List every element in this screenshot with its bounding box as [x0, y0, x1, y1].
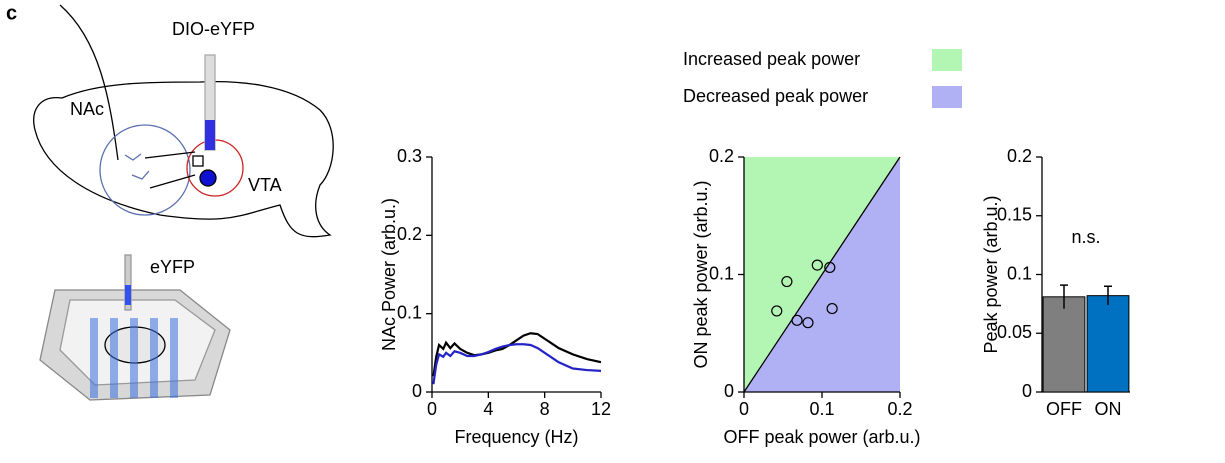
y-tick-label: 0.05: [997, 322, 1032, 342]
legend-swatch: [932, 49, 962, 71]
light-bars: [90, 318, 178, 398]
y-tick-label: 0.3: [397, 146, 422, 166]
line-series: [432, 343, 602, 385]
light: [205, 120, 215, 150]
y-axis-label: NAc Power (arb.u.): [379, 198, 399, 351]
x-axis-label: Frequency (Hz): [454, 427, 578, 447]
nac-region: [99, 124, 191, 216]
injection: [199, 169, 217, 187]
y-tick-label: 0.1: [709, 263, 734, 283]
x-tick-label: ON: [1095, 399, 1122, 419]
x-tick-label: 8: [540, 399, 550, 419]
region-label: VTA: [248, 175, 282, 195]
x-tick-label: OFF: [1046, 399, 1082, 419]
error-bar: [1104, 285, 1112, 306]
x-tick-label: 12: [591, 399, 611, 419]
point: [771, 305, 783, 317]
y-tick-label: 0.2: [397, 224, 422, 244]
y-tick-label: 0: [724, 381, 734, 401]
x-axis-label: OFF peak power (arb.u.): [723, 427, 920, 447]
point: [811, 259, 823, 271]
legend-swatch: [932, 86, 962, 108]
legend-label: Increased peak power: [683, 49, 860, 69]
x-tick-label: 0: [427, 399, 437, 419]
x-tick-label: 4: [483, 399, 493, 419]
x-tick-label: 0: [739, 399, 749, 419]
schematic: [33, 4, 334, 401]
identity-line: [743, 156, 901, 393]
legend-label: Decreased peak power: [683, 86, 868, 106]
bar: [1042, 296, 1086, 393]
bar: [1086, 295, 1130, 393]
y-tick-label: 0.2: [1007, 146, 1032, 166]
projection: [144, 151, 196, 189]
panel-label: c: [6, 2, 17, 24]
y-tick-label: 0.15: [997, 205, 1032, 225]
region-label: NAc: [70, 99, 104, 119]
point: [824, 261, 836, 274]
probe-label: DIO-eYFP: [172, 19, 255, 39]
point: [826, 302, 838, 315]
fiber: [124, 254, 132, 311]
error-bar: [1060, 284, 1068, 309]
line-series: [432, 332, 602, 377]
y-tick-label: 0: [1022, 381, 1032, 401]
neuron: [192, 155, 204, 167]
cable: [59, 4, 119, 161]
light: [125, 285, 131, 305]
point: [781, 275, 793, 288]
x-tick-label: 0.1: [809, 399, 834, 419]
y-tick-label: 0.1: [397, 302, 422, 322]
brain-outline: [33, 80, 334, 238]
y-tick-label: 0.2: [709, 146, 734, 166]
y-axis-label: Peak power (arb.u.): [981, 195, 1001, 353]
x-tick-label: 0.2: [887, 399, 912, 419]
control-label: eYFP: [150, 257, 195, 277]
point: [791, 314, 803, 326]
annotation: n.s.: [1071, 227, 1100, 247]
point: [802, 317, 814, 329]
y-tick-label: 0: [412, 381, 422, 401]
y-axis-label: ON peak power (arb.u.): [691, 180, 711, 368]
dendrites: [124, 153, 150, 180]
y-tick-label: 0.1: [1007, 263, 1032, 283]
